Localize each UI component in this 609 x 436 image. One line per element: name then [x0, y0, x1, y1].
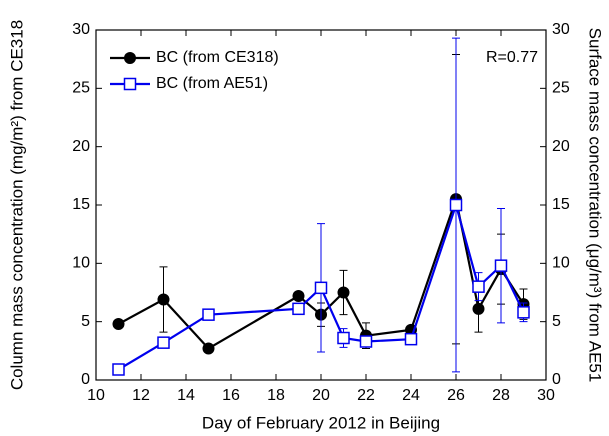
- data-point: [359, 335, 373, 348]
- y2-tick-label: 25: [552, 80, 570, 97]
- y-tick-label: 0: [81, 371, 90, 388]
- y-axis-label: Column mass concentration (mg/m²) from C…: [7, 20, 26, 390]
- x-tick-label: 18: [267, 387, 285, 404]
- x-tick-label: 28: [492, 387, 510, 404]
- x-tick-label: 22: [357, 387, 375, 404]
- y2-axis-label: Surface mass concentration (μg/m³) from …: [586, 28, 605, 383]
- annotation: R=0.77: [486, 49, 538, 66]
- y2-tick-label: 0: [552, 371, 561, 388]
- legend-label: BC (from CE318): [156, 49, 279, 66]
- data-point: [157, 293, 170, 306]
- data-point: [337, 286, 350, 299]
- y-tick-label: 20: [72, 138, 90, 155]
- data-point: [112, 318, 125, 330]
- data-point: [202, 342, 215, 355]
- data-point: [157, 336, 170, 349]
- legend-marker: [123, 77, 137, 91]
- data-point: [292, 302, 305, 316]
- y2-tick-label: 30: [552, 21, 570, 38]
- x-tick-label: 14: [177, 387, 195, 404]
- data-point: [517, 306, 530, 319]
- data-point: [472, 302, 485, 315]
- y-tick-label: 15: [72, 196, 90, 213]
- x-tick-label: 26: [447, 387, 465, 404]
- y-tick-label: 5: [81, 313, 90, 330]
- data-point: [494, 259, 508, 272]
- data-point: [449, 198, 463, 212]
- x-tick-label: 24: [402, 387, 420, 404]
- series-line: [117, 195, 525, 350]
- y2-tick-label: 15: [552, 196, 570, 213]
- y2-tick-label: 5: [552, 313, 561, 330]
- data-point: [314, 281, 328, 295]
- x-tick-label: 10: [87, 387, 105, 404]
- data-point: [337, 331, 350, 345]
- x-tick-label: 12: [132, 387, 150, 404]
- x-tick-label: 20: [312, 387, 330, 404]
- x-tick-label: 30: [537, 387, 555, 404]
- legend-marker: [124, 52, 136, 64]
- y-tick-label: 25: [72, 80, 90, 97]
- data-point: [292, 290, 305, 302]
- y2-tick-label: 20: [552, 138, 570, 155]
- y-tick-label: 10: [72, 255, 90, 272]
- data-point: [202, 308, 215, 321]
- y-tick-label: 30: [72, 21, 90, 38]
- data-point: [404, 332, 418, 346]
- data-point: [472, 280, 485, 293]
- x-tick-label: 16: [222, 387, 240, 404]
- y2-tick-label: 10: [552, 255, 570, 272]
- data-point: [112, 363, 125, 376]
- legend-label: BC (from AE51): [156, 75, 268, 92]
- x-axis-label: Day of February 2012 in Beijing: [202, 413, 440, 432]
